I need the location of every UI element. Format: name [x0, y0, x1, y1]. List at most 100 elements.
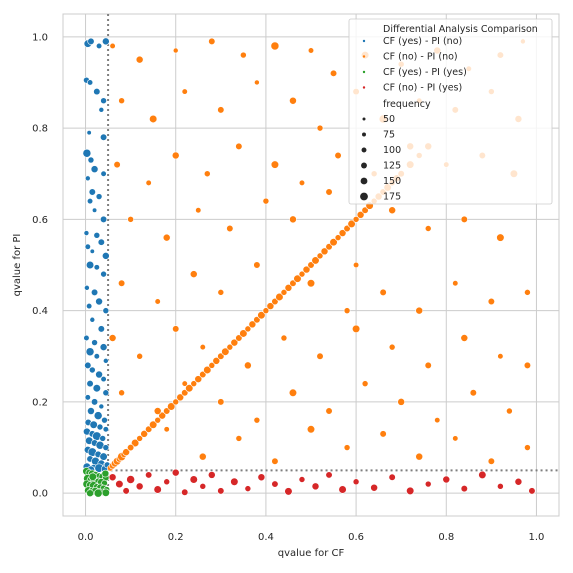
data-point	[118, 389, 125, 397]
data-point	[325, 471, 333, 479]
legend-size-label: 125	[383, 161, 401, 172]
data-point	[271, 297, 279, 306]
data-point	[97, 238, 105, 246]
data-point	[442, 475, 451, 484]
data-point	[275, 292, 284, 302]
data-point	[163, 478, 171, 486]
x-tick-label: 0.2	[168, 532, 184, 543]
data-point	[230, 338, 239, 347]
data-point	[93, 88, 101, 96]
legend: Differential Analysis Comparison CF (yes…	[348, 18, 553, 205]
data-point	[102, 252, 110, 260]
data-point	[87, 37, 95, 45]
data-point	[98, 403, 105, 410]
data-point	[88, 366, 96, 374]
data-point	[127, 443, 135, 452]
data-point	[91, 339, 98, 346]
data-point	[153, 485, 162, 494]
data-point	[90, 288, 99, 296]
data-point	[487, 457, 495, 465]
data-point	[176, 393, 185, 402]
legend-size-marker	[360, 177, 368, 185]
data-point	[316, 252, 324, 260]
data-point	[361, 380, 369, 387]
data-point	[298, 179, 306, 186]
data-point	[352, 478, 360, 486]
legend-size-marker	[360, 192, 368, 201]
data-point	[524, 289, 531, 296]
legend-hue-title: Differential Analysis Comparison	[383, 24, 538, 35]
legend-size-label: 75	[383, 130, 395, 141]
data-point	[248, 320, 257, 329]
legend-size-label: 175	[383, 192, 401, 203]
data-point	[189, 475, 198, 484]
data-point	[334, 234, 342, 241]
data-point	[83, 230, 90, 236]
data-point	[93, 232, 101, 239]
data-point	[320, 247, 329, 256]
data-point	[99, 343, 108, 351]
data-point	[289, 96, 297, 105]
legend-series-label: CF (no) - PI (no)	[383, 52, 458, 63]
data-point	[95, 297, 103, 306]
legend-box	[348, 18, 553, 205]
data-point	[89, 420, 98, 429]
data-point	[253, 416, 261, 424]
data-point	[452, 435, 459, 442]
data-point	[194, 375, 203, 383]
data-point	[338, 229, 347, 237]
data-point	[86, 303, 93, 310]
data-point	[298, 476, 306, 483]
data-point	[101, 488, 110, 497]
legend-series-marker	[362, 86, 366, 89]
data-point	[352, 216, 360, 223]
data-point	[208, 37, 216, 45]
data-point	[325, 243, 333, 251]
data-point	[87, 407, 95, 415]
data-point	[100, 133, 108, 141]
data-point	[100, 170, 107, 177]
data-point	[167, 402, 176, 411]
data-point	[235, 142, 243, 150]
data-point	[262, 307, 270, 314]
legend-series-marker	[362, 55, 366, 58]
data-point	[528, 487, 536, 495]
data-point	[452, 280, 459, 287]
data-point	[158, 411, 167, 420]
data-point	[316, 124, 324, 132]
data-point	[83, 334, 90, 342]
data-point	[84, 243, 91, 250]
data-point	[270, 160, 280, 169]
data-point	[514, 477, 523, 486]
data-point	[271, 457, 279, 465]
data-point	[388, 343, 396, 351]
data-point	[86, 380, 94, 388]
data-point	[244, 325, 252, 333]
y-tick-label: 0.2	[32, 397, 48, 408]
data-point	[195, 207, 202, 214]
data-point	[102, 426, 109, 433]
data-point	[199, 344, 206, 351]
data-point	[244, 485, 252, 492]
legend-size-marker	[362, 117, 366, 121]
data-point	[379, 430, 387, 438]
data-point	[289, 215, 297, 224]
data-point	[329, 238, 338, 247]
data-point	[496, 233, 505, 242]
data-point	[145, 471, 153, 479]
data-point	[115, 479, 124, 489]
data-point	[288, 388, 298, 397]
legend-size-entries: 50 75 100 125 150 175	[360, 114, 401, 203]
data-point	[92, 384, 101, 393]
data-point	[85, 260, 95, 270]
data-point	[469, 389, 477, 397]
x-tick-label: 0.0	[78, 532, 94, 543]
x-axis-label: qvalue for CF	[278, 548, 345, 559]
data-point	[85, 347, 95, 357]
data-point	[298, 270, 306, 278]
data-point	[113, 161, 121, 169]
data-point	[154, 298, 161, 305]
data-point	[199, 483, 207, 490]
y-tick-label: 0.8	[32, 124, 48, 135]
data-point	[109, 42, 116, 50]
